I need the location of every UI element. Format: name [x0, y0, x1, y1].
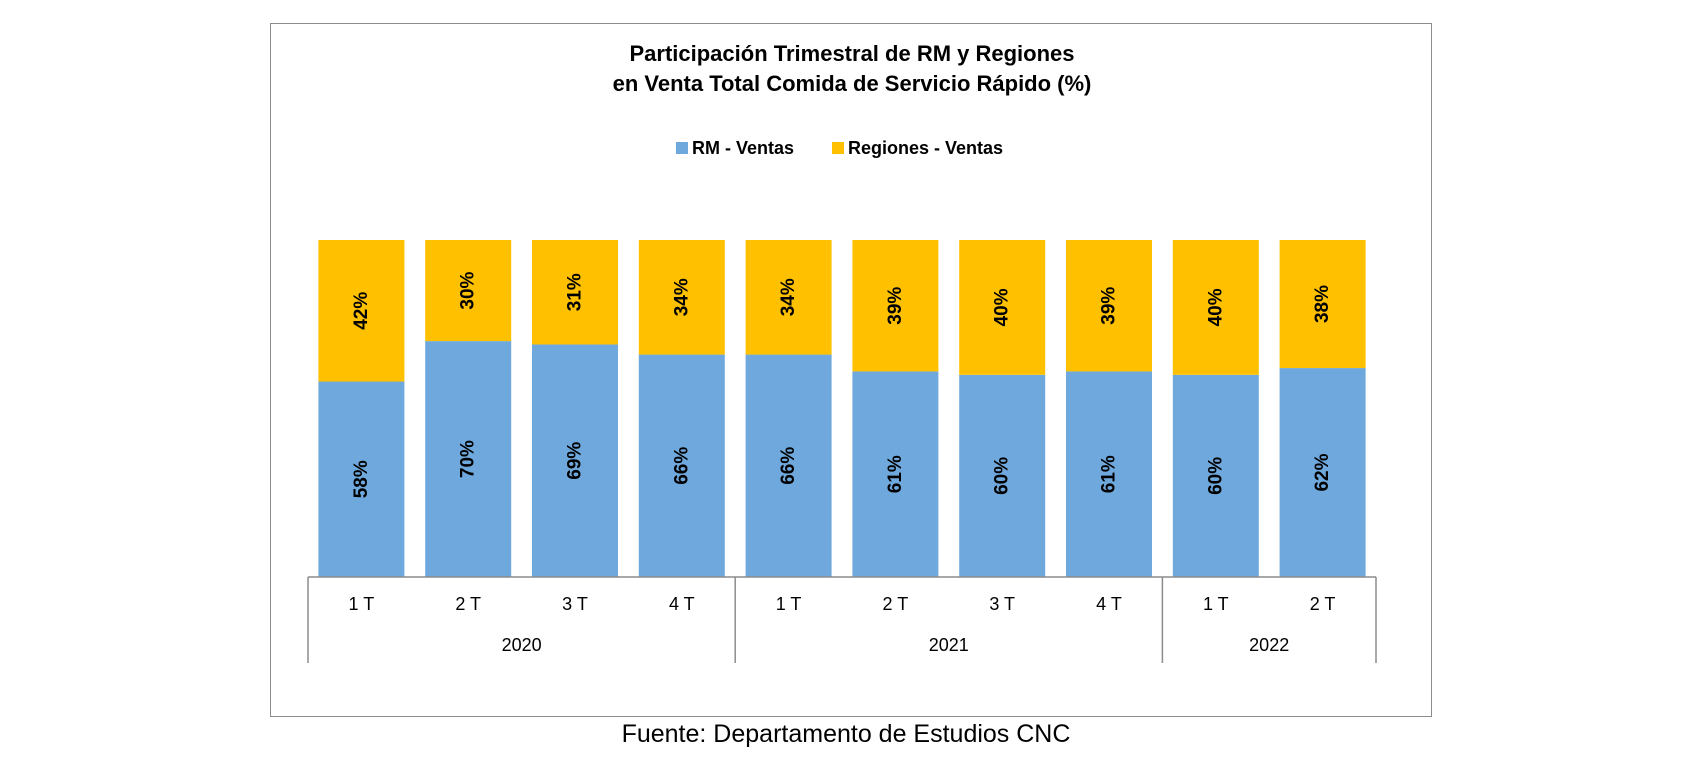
- data-label-rm-5: 61%: [885, 455, 906, 493]
- data-label-regiones-1: 30%: [458, 271, 479, 309]
- x-tick-label-6: 3 T: [989, 594, 1015, 614]
- data-label-rm-4: 66%: [778, 447, 799, 485]
- data-label-regiones-4: 34%: [778, 278, 799, 316]
- x-tick-label-8: 1 T: [1203, 594, 1229, 614]
- data-label-regiones-0: 42%: [351, 292, 372, 330]
- x-tick-label-5: 2 T: [883, 594, 909, 614]
- chart-title-line-1: Participación Trimestral de RM y Regione…: [629, 41, 1074, 66]
- bar-rm-5: [852, 371, 939, 577]
- bar-rm-6: [959, 374, 1046, 577]
- x-tick-label-1: 2 T: [455, 594, 481, 614]
- data-label-rm-8: 60%: [1205, 457, 1226, 495]
- bar-rm-8: [1172, 374, 1259, 577]
- data-label-rm-3: 66%: [671, 447, 692, 485]
- chart-title-line-2: en Venta Total Comida de Servicio Rápido…: [613, 71, 1092, 96]
- bar-rm-4: [745, 354, 832, 577]
- data-label-regiones-9: 38%: [1312, 285, 1333, 323]
- group-label-2020: 2020: [502, 635, 542, 655]
- x-tick-label-4: 1 T: [776, 594, 802, 614]
- group-label-2022: 2022: [1249, 635, 1289, 655]
- bar-regiones-2: [532, 240, 618, 345]
- x-tick-label-0: 1 T: [349, 594, 375, 614]
- bar-rm-3: [638, 354, 725, 577]
- x-axis: 1 T 2 T 3 T 4 T 1 T 2 T 3 T 4 T 1 T 2 T 2020 2021 20…: [307, 576, 1377, 663]
- legend-swatch-regiones: [832, 142, 844, 154]
- legend-label-regiones: Regiones - Ventas: [848, 138, 1003, 158]
- bar-regiones-7: [1066, 240, 1152, 372]
- data-label-regiones-6: 40%: [992, 288, 1013, 326]
- data-label-rm-7: 61%: [1099, 455, 1120, 493]
- bar-regiones-6: [959, 240, 1046, 375]
- chart-svg: Participación Trimestral de RM y Regione…: [307, 41, 1377, 663]
- bar-regiones-8: [1172, 240, 1259, 375]
- data-label-regiones-7: 39%: [1099, 287, 1120, 325]
- data-label-rm-9: 62%: [1312, 453, 1333, 491]
- bars: 58% 42% 70% 30% 69% 31% 66% 34% 66% 34% 61% 39% 60% 4…: [318, 240, 1366, 577]
- bar-rm-1: [425, 341, 512, 577]
- data-label-rm-0: 58%: [351, 460, 372, 498]
- bar-rm-2: [532, 344, 618, 577]
- legend-label-rm: RM - Ventas: [692, 138, 794, 158]
- bar-regiones-5: [852, 240, 939, 372]
- data-label-rm-2: 69%: [565, 442, 586, 480]
- data-label-regiones-8: 40%: [1205, 288, 1226, 326]
- bar-regiones-4: [745, 240, 832, 355]
- x-tick-label-3: 4 T: [669, 594, 695, 614]
- bar-regiones-3: [638, 240, 725, 355]
- group-label-2021: 2021: [929, 635, 969, 655]
- bar-regiones-9: [1279, 240, 1366, 369]
- bar-regiones-1: [425, 240, 512, 342]
- bar-rm-0: [318, 381, 405, 577]
- data-label-regiones-2: 31%: [565, 273, 586, 311]
- legend-swatch-rm: [676, 142, 688, 154]
- data-label-regiones-5: 39%: [885, 287, 906, 325]
- source-note: Fuente: Departamento de Estudios CNC: [621, 720, 1071, 748]
- data-label-regiones-3: 34%: [671, 278, 692, 316]
- chart-frame: Participación Trimestral de RM y Regione…: [270, 23, 1432, 717]
- bar-rm-7: [1066, 371, 1152, 577]
- legend: RM - Ventas Regiones - Ventas: [676, 138, 1003, 158]
- x-tick-label-7: 4 T: [1096, 594, 1122, 614]
- bar-rm-9: [1279, 368, 1366, 577]
- data-label-rm-1: 70%: [458, 440, 479, 478]
- data-label-rm-6: 60%: [992, 457, 1013, 495]
- x-tick-label-2: 3 T: [562, 594, 588, 614]
- bar-regiones-0: [318, 240, 405, 382]
- x-tick-label-9: 2 T: [1310, 594, 1336, 614]
